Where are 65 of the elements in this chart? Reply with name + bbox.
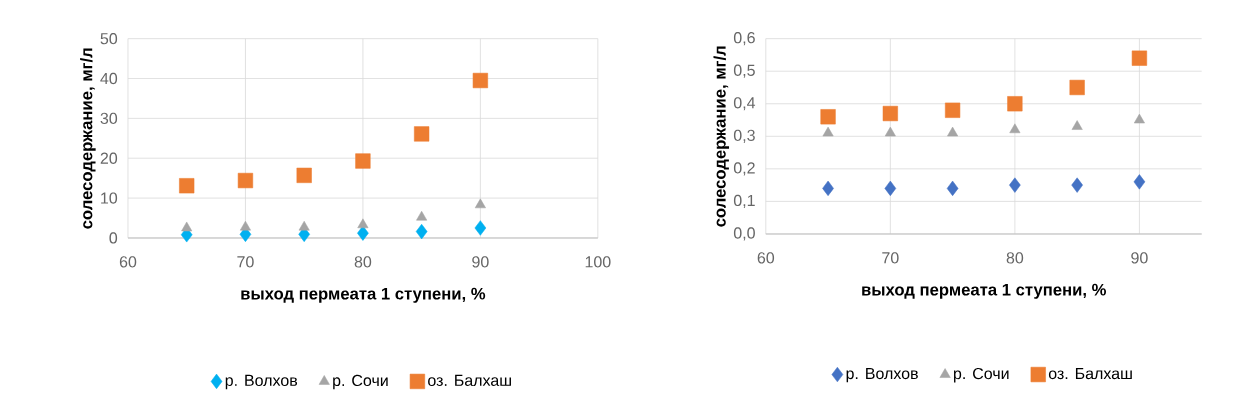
x-tick-label: 60 [757, 252, 775, 264]
point [239, 220, 251, 231]
point [181, 221, 193, 232]
point [946, 180, 959, 197]
x-tick-label: 60 [119, 256, 137, 268]
point [298, 220, 310, 231]
point [822, 126, 834, 137]
point [1133, 113, 1145, 124]
y-tick-label: 40 [100, 72, 118, 85]
x-axis-title: выход пермеата 1 ступени, % [862, 283, 1107, 299]
point [179, 178, 195, 194]
legend-label: р. Волхов [225, 374, 298, 390]
y-tick-label: 50 [100, 33, 118, 45]
y-tick-label: 30 [100, 112, 118, 125]
point [1007, 96, 1023, 112]
y-tick-label: 10 [101, 192, 118, 204]
point [415, 224, 428, 240]
y-tick-label: 0,6 [733, 32, 755, 46]
point [474, 220, 487, 236]
point [414, 126, 430, 142]
y-tick-label: 0,2 [733, 162, 755, 176]
legend-label: оз. Балхаш [1048, 368, 1132, 380]
y-tick-label: 20 [100, 152, 118, 164]
x-tick-label: 80 [354, 256, 372, 268]
y-tick-label: 0,0 [733, 227, 755, 241]
x-tick-label: 100 [585, 256, 611, 268]
point [1131, 50, 1148, 66]
y-tick-label: 0,1 [733, 194, 755, 209]
point [820, 109, 836, 125]
point [474, 198, 486, 209]
x-tick-label: 90 [1131, 252, 1148, 264]
point [822, 180, 834, 197]
point [1071, 120, 1083, 130]
point [884, 180, 897, 197]
point [1133, 174, 1146, 190]
point [1009, 123, 1021, 134]
y-tick-label: 0,4 [733, 97, 756, 111]
point [1071, 177, 1083, 193]
point [472, 72, 488, 89]
x-tick-label: 70 [882, 252, 899, 264]
point [357, 225, 369, 241]
point [296, 167, 312, 184]
legend-label: оз. Балхаш [428, 374, 511, 387]
point [416, 210, 428, 221]
point [1069, 79, 1085, 96]
x-tick-label: 80 [1006, 252, 1024, 264]
y-tick-label: 0,5 [733, 64, 755, 78]
point [947, 126, 959, 137]
point [884, 126, 896, 137]
point [1009, 177, 1021, 193]
legend-label: р. Волхов [846, 368, 918, 383]
point [945, 102, 961, 118]
legend-label: р. Сочи [333, 374, 388, 390]
y-axis-title: солесодержание, мг/л [713, 46, 730, 227]
x-tick-label: 70 [237, 256, 254, 268]
y-tick-label: 0 [109, 232, 118, 244]
point [237, 172, 254, 189]
point [357, 218, 369, 229]
y-tick-label: 0,3 [733, 129, 755, 143]
x-axis-title: выход пермеата 1 ступени, % [241, 287, 486, 303]
x-tick-label: 90 [472, 256, 489, 268]
legend-label: р. Сочи [953, 367, 1009, 383]
y-axis-title: солесодержание, мг/л [80, 48, 96, 229]
point [355, 153, 371, 169]
point [882, 105, 898, 122]
